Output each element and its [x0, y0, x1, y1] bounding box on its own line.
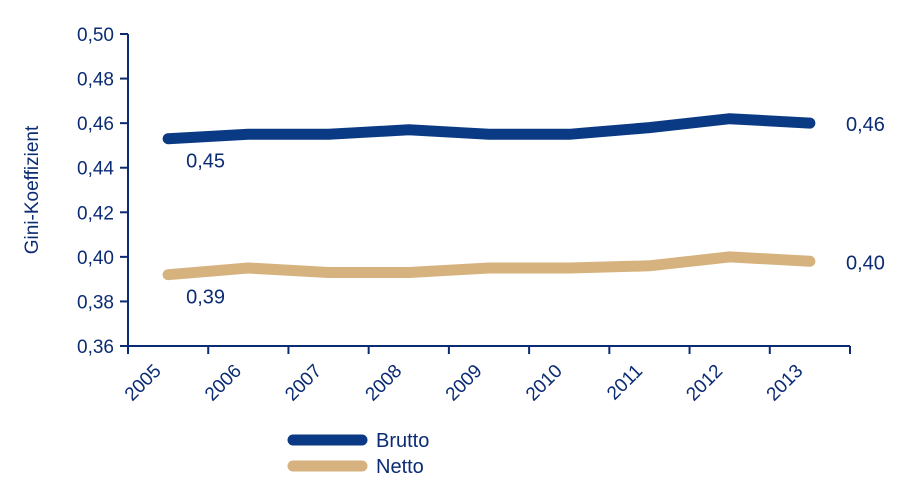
- y-tick-label: 0,40: [77, 248, 114, 269]
- x-tick-label: 2008: [362, 361, 407, 406]
- y-tick-label: 0,50: [77, 25, 114, 46]
- series-line-brutto: [162, 113, 816, 145]
- y-tick-label: 0,42: [77, 203, 114, 224]
- x-tick-label: 2012: [682, 361, 727, 406]
- y-tick-label: 0,36: [77, 337, 114, 358]
- legend-label: Brutto: [376, 430, 429, 452]
- x-tick-label: 2007: [281, 361, 326, 406]
- legend-label: Netto: [376, 456, 424, 478]
- x-tick-label: 2013: [763, 361, 808, 406]
- data-label: 0,46: [846, 114, 885, 136]
- data-label: 0,39: [186, 287, 225, 309]
- x-tick-label: 2011: [603, 361, 647, 405]
- x-tick-label: 2010: [522, 361, 567, 406]
- x-tick-label: 2009: [442, 361, 487, 406]
- data-label: 0,40: [846, 252, 885, 274]
- y-tick-label: 0,46: [77, 114, 114, 135]
- x-tick-label: 2006: [201, 361, 246, 406]
- series-line-netto: [162, 251, 816, 281]
- y-axis-title: Gini-Koeffizient: [22, 125, 43, 254]
- x-tick-label: 2005: [121, 361, 166, 406]
- data-label: 0,45: [186, 151, 225, 173]
- y-tick-label: 0,38: [77, 292, 114, 313]
- y-tick-label: 0,48: [77, 70, 114, 91]
- y-tick-label: 0,44: [77, 159, 114, 180]
